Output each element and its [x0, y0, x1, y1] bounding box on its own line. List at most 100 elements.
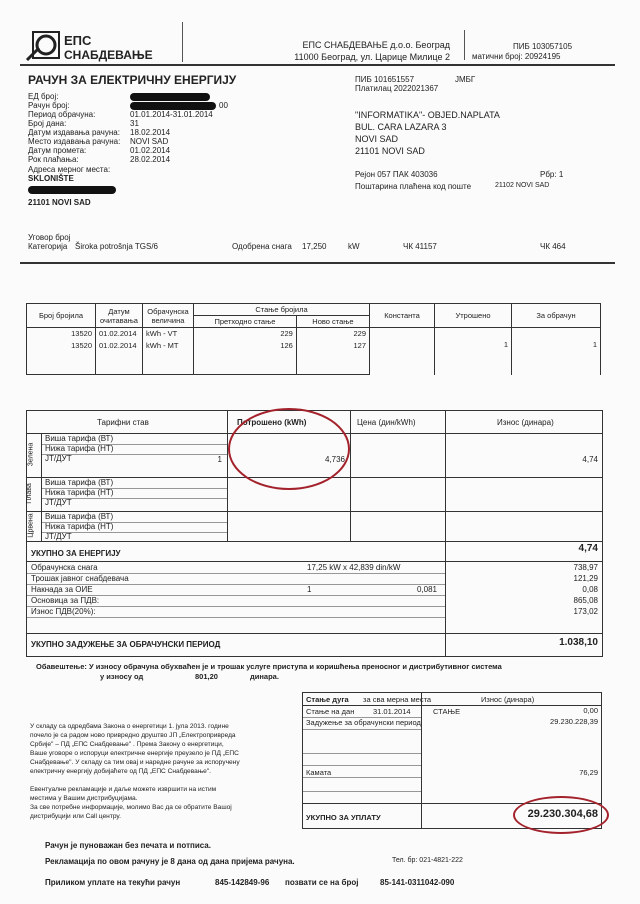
- info-line: местима у Вашим дистрибуцијама.: [30, 795, 138, 802]
- meter-number: 13520: [26, 327, 96, 340]
- constant-cell: [369, 327, 435, 375]
- info-label: Рачун број:: [28, 101, 70, 110]
- annotation-circle: [228, 408, 350, 490]
- tariff-group-label: Црвена: [27, 513, 35, 538]
- column-header: Претходно стање: [193, 315, 297, 328]
- place-label: Адреса мерног места:: [28, 165, 111, 174]
- tariff-item: Виша тарифа (ВТ): [45, 512, 114, 521]
- period-total-value: 1.038,10: [559, 637, 598, 648]
- info-value: 01.01.2014-31.01.2014: [130, 110, 213, 119]
- billing-quantity: kWh - MT: [142, 340, 194, 352]
- debt-header: за сва мерна места: [363, 695, 432, 704]
- notice-unit: динара.: [250, 672, 279, 681]
- consumed-value: 1: [217, 455, 222, 464]
- redaction: [130, 102, 216, 110]
- total-energy-value: 4,74: [578, 543, 598, 554]
- charge-amount: 738,97: [573, 563, 598, 572]
- info-text: У складу са одредбама Закона о енергетиц…: [30, 722, 240, 821]
- company-name: ЕПС СНАБДЕВАЊЕ д.о.о. Београд: [302, 40, 450, 50]
- charge-rate: 0,081: [416, 585, 437, 594]
- table-rule: [27, 584, 445, 585]
- info-line: Ваше уговоре о испоруци електричне енерг…: [30, 750, 239, 757]
- eps-logo-icon: [25, 31, 60, 62]
- notice-amount: 801,20: [195, 672, 218, 681]
- tariff-group-label: Зелена: [27, 442, 35, 467]
- notice-text: Обавештење: У износу обрачуна обухваћен …: [36, 662, 502, 671]
- footer-phone: Тел. бр: 021-4821-222: [392, 857, 463, 864]
- consumed-value: 1: [434, 327, 512, 375]
- info-label: ЕД број:: [28, 92, 59, 101]
- charge-amount: 0,08: [582, 585, 598, 594]
- table-rule: [27, 606, 445, 607]
- charge-amount: 865,08: [573, 596, 598, 605]
- total-energy-label: УКУПНО ЗА ЕНЕРГИЈУ: [31, 549, 121, 558]
- payer-city: NOVI SAD: [355, 134, 399, 144]
- table-rule: [303, 803, 601, 804]
- charge-label: Основица за ПДВ:: [31, 596, 100, 605]
- info-value: 28.02.2014: [130, 155, 171, 164]
- table-rule: [303, 777, 421, 778]
- table-rule: [445, 411, 446, 541]
- column-header: Цена (дин/kWh): [357, 418, 416, 427]
- ck-1: ЧК 41157: [403, 242, 437, 251]
- debt-value: 0,00: [583, 706, 598, 715]
- previous-reading: 126: [193, 340, 297, 352]
- column-header: За обрачун: [511, 303, 601, 328]
- info-line: почело је са радом ново привредно друштв…: [30, 732, 236, 739]
- column-header: Обрачунска величина: [142, 303, 194, 328]
- tariff-item: Виша тарифа (ВТ): [45, 434, 114, 443]
- charge-detail: 1: [307, 585, 312, 594]
- grand-total-label: УКУПНО ЗА УПЛАТУ: [306, 813, 381, 822]
- table-rule: [303, 729, 421, 730]
- column-header: Износ (динара): [497, 418, 554, 427]
- company-mb: матични број: 20924195: [472, 52, 561, 61]
- footer-reference-note: позвати се на број: [285, 878, 359, 887]
- info-line: [30, 776, 240, 785]
- info-line: У складу са одредбама Закона о енергетиц…: [30, 723, 229, 730]
- footer-validity: Рачун је пуноважан без печата и потписа.: [45, 841, 211, 850]
- bank-account: 845-142849-96: [215, 878, 270, 887]
- payer-rbr: Рбр: 1: [540, 170, 564, 179]
- table-rule: [41, 433, 42, 541]
- table-rule: [27, 573, 445, 574]
- power-label: Одобрена снага: [232, 242, 292, 251]
- postage-note: Поштарина плаћена код поште: [355, 182, 472, 191]
- column-header: Број бројила: [26, 303, 96, 328]
- table-rule: [303, 765, 421, 766]
- table-rule: [350, 411, 351, 541]
- info-label: Период обрачуна:: [28, 110, 96, 119]
- table-rule: [445, 541, 446, 656]
- tariff-item: Нижа тарифа (НТ): [45, 488, 114, 497]
- billing-quantity: kWh - VT: [142, 327, 194, 340]
- tariff-group-label: Плава: [25, 483, 33, 504]
- redaction: [28, 186, 116, 194]
- table-rule: [303, 791, 421, 792]
- info-label: Датум издавања рачуна:: [28, 128, 120, 137]
- info-line: дистрибуцији или Call центру.: [30, 813, 121, 820]
- table-rule: [41, 532, 227, 533]
- table-rule: [41, 498, 227, 499]
- redaction: [130, 93, 210, 101]
- info-value: 00: [219, 101, 228, 110]
- logo-text: СНАБДЕВАЊЕ: [64, 48, 153, 62]
- divider: [464, 30, 465, 60]
- table-rule: [27, 595, 445, 596]
- column-header: Ново стање: [295, 315, 371, 328]
- payer-region: Рејон 057 ПАК 403036: [355, 170, 438, 179]
- column-header: Константа: [369, 303, 435, 328]
- debt-value: 76,29: [579, 768, 598, 777]
- table-rule: [303, 717, 421, 718]
- table-row: 13520 01.02.2014 kWh - MT 126 127: [26, 340, 601, 352]
- ck-2: ЧК 464: [540, 242, 566, 251]
- table-rule: [303, 753, 421, 754]
- divider: [20, 262, 615, 264]
- info-label: Рок плаћања:: [28, 155, 79, 164]
- column-header: Тарифни став: [97, 418, 149, 427]
- company-pib: ПИБ 103057105: [513, 42, 573, 51]
- charge-detail: 17,25 kW x 42,839 din/kW: [307, 563, 401, 572]
- table-rule: [41, 444, 227, 445]
- place-name: SKLONIŠTE: [28, 174, 74, 183]
- info-label: Место издавања рачуна:: [28, 137, 121, 146]
- tariff-item: ЈТ/ДУТ: [45, 498, 72, 507]
